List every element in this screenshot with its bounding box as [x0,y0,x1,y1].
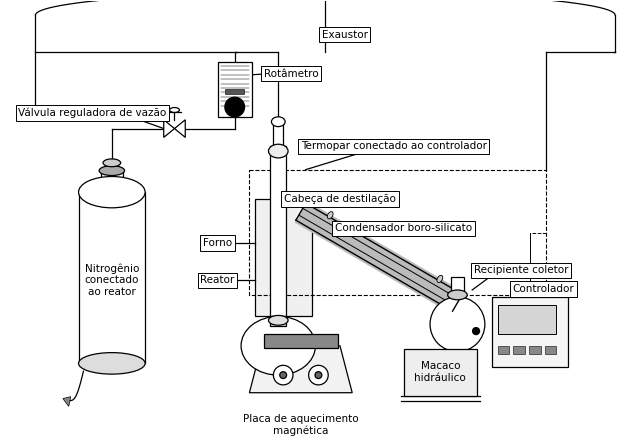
Text: Válvula reguladora de vazão: Válvula reguladora de vazão [18,108,166,118]
Bar [101,171,123,198]
Bar [529,346,541,354]
Ellipse shape [169,107,180,112]
Ellipse shape [268,144,288,158]
Text: Recipiente coletor: Recipiente coletor [474,266,568,275]
Text: Macaco
hidráulico: Macaco hidráulico [415,362,466,383]
Text: Termopar conectado ao controlador: Termopar conectado ao controlador [301,141,487,151]
Circle shape [280,372,287,378]
Bar [264,334,338,348]
Ellipse shape [272,117,285,126]
Text: Controlador: Controlador [512,284,574,294]
Circle shape [473,328,479,335]
Circle shape [225,97,245,117]
Ellipse shape [79,176,145,208]
Bar [492,297,568,367]
Polygon shape [164,120,174,137]
Ellipse shape [79,353,145,374]
Ellipse shape [241,316,316,375]
Bar [255,199,312,316]
Bar [498,305,557,334]
Bar [404,349,477,396]
Ellipse shape [103,159,121,167]
Bar [226,89,244,94]
Ellipse shape [448,290,467,300]
Text: Reator: Reator [201,275,235,285]
Bar [79,192,145,363]
Bar [270,316,286,326]
Ellipse shape [327,212,333,219]
Text: Placa de aquecimento
magnética: Placa de aquecimento magnética [243,414,358,436]
Polygon shape [249,346,352,393]
Bar [270,146,286,316]
Text: Condensador boro-silicato: Condensador boro-silicato [335,223,472,233]
Bar [513,346,525,354]
Text: Cabeça de destilação: Cabeça de destilação [284,194,396,204]
Text: Nitrogênio
conectado
ao reator: Nitrogênio conectado ao reator [84,263,139,297]
Ellipse shape [268,316,288,325]
Bar [450,277,465,295]
Bar [544,346,557,354]
Bar [273,122,283,149]
Circle shape [430,297,485,352]
Circle shape [273,366,293,385]
Text: Forno: Forno [203,238,232,248]
Bar [217,62,252,117]
Circle shape [315,372,322,378]
Ellipse shape [99,166,125,175]
Polygon shape [174,120,185,137]
Ellipse shape [437,275,443,282]
Bar [498,346,509,354]
Text: Rotâmetro: Rotâmetro [264,69,318,79]
Bar [249,170,546,295]
Circle shape [309,366,328,385]
Polygon shape [63,396,71,406]
Text: Exaustor: Exaustor [322,30,368,40]
